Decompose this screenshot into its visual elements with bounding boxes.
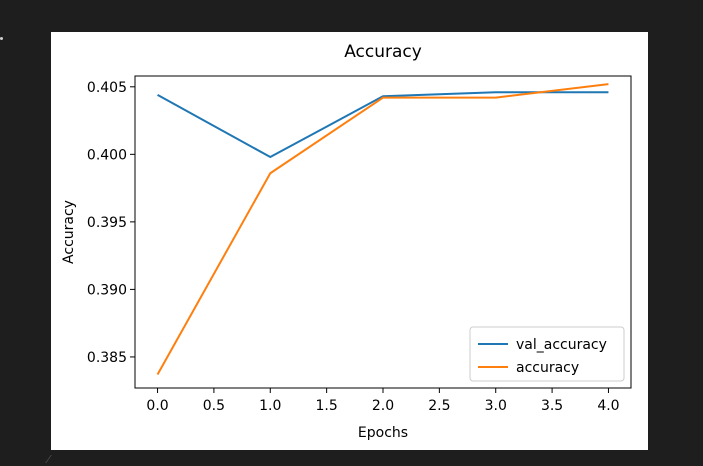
x-tick-label: 4.0 [597, 398, 619, 414]
output-prompt-dot [0, 37, 3, 40]
chart-figure: Accuracy 0.385 0.390 0.395 0.400 0.405 0.0 0.… [51, 32, 648, 450]
y-tick-label: 0.400 [87, 147, 127, 163]
x-tick-label: 3.5 [541, 398, 563, 414]
resize-handle-icon [45, 455, 60, 463]
x-tick-label: 2.5 [428, 398, 450, 414]
x-tick-label: 3.0 [485, 398, 507, 414]
x-axis-ticks: 0.0 0.5 1.0 1.5 2.0 2.5 3.0 3.5 4.0 [146, 388, 620, 414]
series-val-accuracy [157, 91, 609, 159]
legend-label: val_accuracy [516, 337, 607, 353]
y-tick-label: 0.390 [87, 282, 127, 298]
y-tick-label: 0.405 [87, 80, 127, 96]
x-axis-label: Epochs [358, 425, 408, 441]
y-axis-label: Accuracy [61, 200, 77, 264]
y-axis-ticks: 0.385 0.390 0.395 0.400 0.405 [87, 80, 135, 366]
series-line [157, 91, 609, 159]
x-tick-label: 2.0 [372, 398, 394, 414]
x-tick-label: 0.5 [203, 398, 225, 414]
x-tick-label: 1.5 [316, 398, 338, 414]
legend-box [469, 326, 625, 382]
x-tick-label: 0.0 [146, 398, 168, 414]
legend-label: accuracy [516, 360, 579, 376]
y-tick-label: 0.395 [87, 215, 127, 231]
x-tick-label: 1.0 [259, 398, 281, 414]
series-accuracy [156, 83, 609, 375]
chart-legend: val_accuracy accuracy [469, 326, 625, 382]
chart-title: Accuracy [344, 42, 422, 62]
y-tick-label: 0.385 [87, 350, 127, 366]
series-layer [156, 83, 609, 375]
